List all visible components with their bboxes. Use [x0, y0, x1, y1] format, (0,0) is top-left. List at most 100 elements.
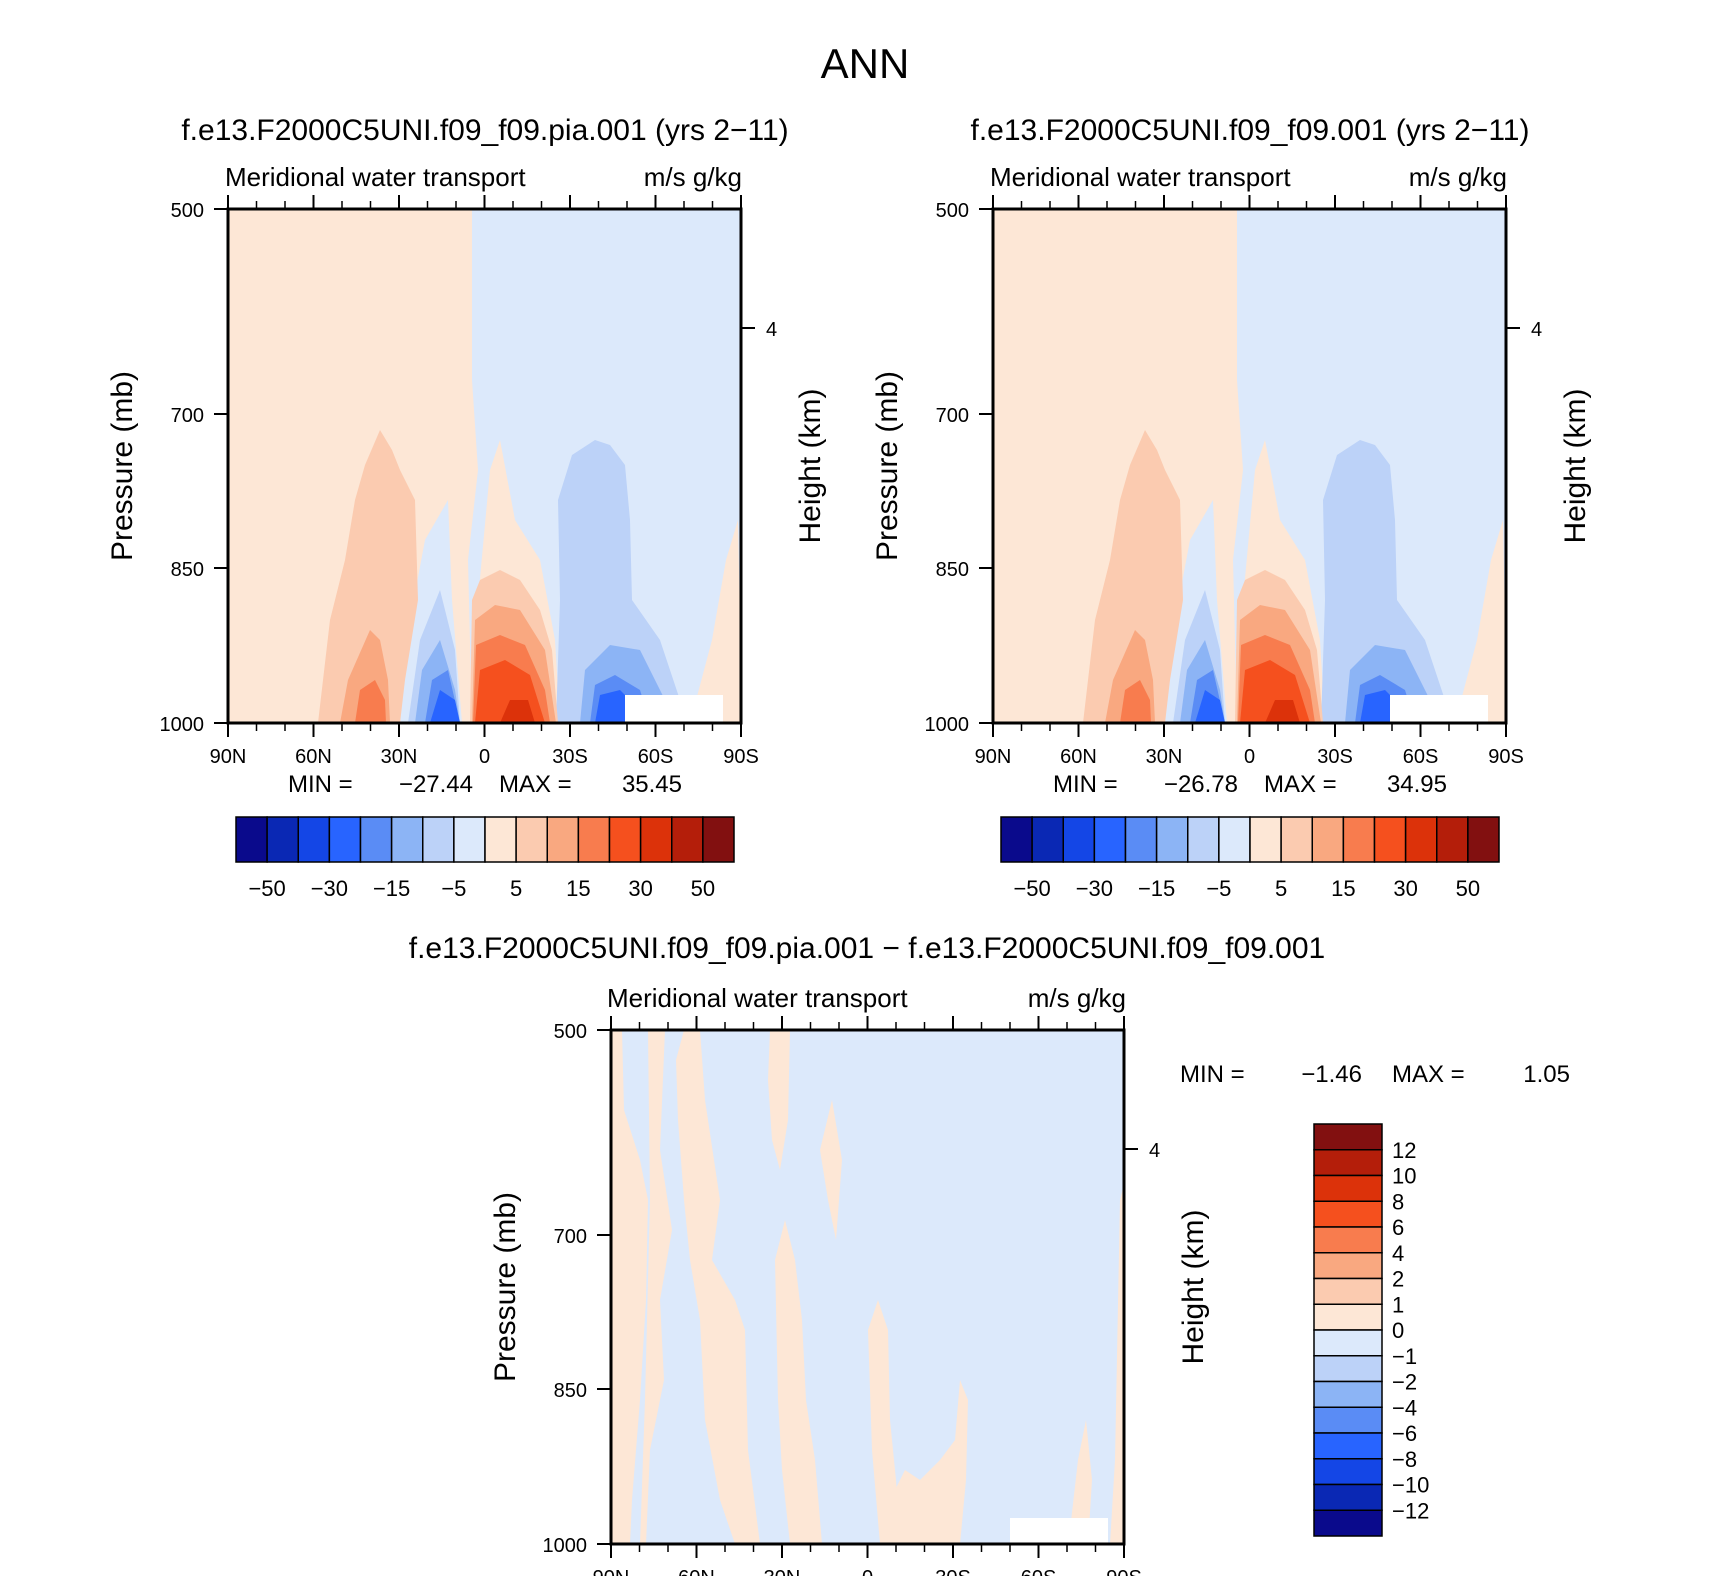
colorbar-label: 1 [1392, 1292, 1404, 1317]
contour-field [228, 209, 741, 723]
colorbar-swatch [515, 816, 548, 863]
contour-fill-positive [895, 1380, 968, 1544]
panel-top-left: f.e13.F2000C5UNI.f09_f09.pia.001 (yrs 2−… [106, 114, 827, 901]
colorbar-label: 0 [1392, 1318, 1404, 1343]
x-minor-ticks [255, 201, 714, 731]
colorbar-swatch [1313, 1277, 1383, 1305]
contour-fill-positive [868, 1300, 900, 1544]
colorbar-swatch [1313, 1252, 1383, 1280]
colorbar-swatch [1000, 816, 1033, 863]
max-value: 35.45 [622, 771, 682, 798]
y-right-axis-label: Height (km) [794, 388, 827, 543]
contour-fill-positive [1070, 1420, 1092, 1544]
contour-fill-positive [611, 1030, 648, 1544]
x-tick-label: 30N [1146, 746, 1183, 768]
colorbar-swatch [422, 816, 455, 863]
x-tick-label: 90S [723, 746, 759, 768]
y-tick-label: 700 [554, 1226, 587, 1248]
contour-fill-positive [676, 1030, 760, 1544]
min-value: −27.44 [399, 771, 473, 798]
contour-fill-positive [775, 1220, 822, 1544]
colorbar-label: 5 [510, 876, 522, 901]
colorbar-label: −6 [1392, 1421, 1417, 1446]
y-tick-label: 850 [936, 559, 969, 581]
colorbar-label: −10 [1392, 1473, 1429, 1498]
x-tick-label: 60N [295, 746, 332, 768]
y-axis-label: Pressure (mb) [489, 1192, 522, 1382]
y-axis-label: Pressure (mb) [871, 371, 904, 561]
colorbar-label: 50 [1456, 876, 1480, 901]
panel-subtitle-left: Meridional water transport [225, 162, 526, 192]
y-tick-label: 850 [554, 1380, 587, 1402]
colorbar-swatch [1436, 816, 1469, 863]
colorbar-swatch [1313, 1380, 1383, 1408]
colorbar-swatch [484, 816, 517, 863]
min-value: −1.46 [1301, 1061, 1362, 1088]
contour-fill-positive [820, 1100, 842, 1240]
x-tick-label: 30S [935, 1567, 971, 1576]
x-tick-label: 60S [638, 746, 674, 768]
x-tick-label: 0 [1244, 746, 1255, 768]
panel-bottom-difference: f.e13.F2000C5UNI.f09_f09.pia.001 − f.e13… [409, 932, 1570, 1576]
panel-subtitle-right: m/s g/kg [1409, 162, 1507, 192]
colorbar-swatch [1313, 1123, 1383, 1151]
min-label: MIN = [1180, 1061, 1245, 1088]
colorbar: −50 −30 −15 −5 5 15 30 50 [1000, 816, 1500, 901]
contour-fill-negative [1321, 440, 1455, 723]
x-tick-label: 90N [593, 1567, 630, 1576]
y-tick-label: 1000 [160, 714, 205, 736]
x-tick-label: 60S [1021, 1567, 1057, 1576]
colorbar-swatch [328, 816, 362, 863]
colorbar-swatch [1313, 1226, 1383, 1254]
contour-fill-positive [1265, 700, 1300, 723]
contour-fill-positive [318, 430, 418, 723]
contour-fill-positive [355, 680, 386, 723]
colorbar-swatch [1093, 816, 1127, 863]
max-value: 1.05 [1523, 1061, 1570, 1088]
x-tick-label: 30N [764, 1567, 801, 1576]
x-tick-marks [992, 195, 1507, 737]
y-tick-label: 1000 [543, 1535, 588, 1557]
colorbar-swatch [1155, 816, 1189, 863]
colorbar-swatch [235, 816, 268, 863]
colorbar-label: −15 [373, 876, 410, 901]
panel-top-right: f.e13.F2000C5UNI.f09_f09.001 (yrs 2−11) … [871, 114, 1592, 901]
x-tick-label: 60N [1060, 746, 1097, 768]
colorbar-swatch [1313, 1329, 1383, 1357]
colorbar-swatch [608, 816, 642, 863]
y-right-axis-label: Height (km) [1559, 388, 1592, 543]
colorbar-swatch [1313, 1509, 1383, 1537]
colorbar-swatch [1249, 816, 1282, 863]
x-tick-label: 0 [862, 1567, 873, 1576]
colorbar-swatch [1313, 1149, 1383, 1177]
colorbar-label: −5 [441, 876, 466, 901]
colorbar-swatch [266, 816, 299, 863]
colorbar-label: 30 [1393, 876, 1417, 901]
colorbar-swatch [1313, 1355, 1383, 1383]
colorbar-swatch [1467, 816, 1500, 863]
y-right-axis-label: Height (km) [1177, 1209, 1210, 1364]
colorbar-label: −50 [1013, 876, 1050, 901]
x-tick-marks [610, 1016, 1125, 1558]
colorbar-label: −1 [1392, 1344, 1417, 1369]
colorbar-swatch [1124, 816, 1158, 863]
colorbar-swatch [1280, 816, 1313, 863]
y-right-tick-label: 4 [1531, 319, 1542, 341]
colorbar-label: 12 [1392, 1138, 1416, 1163]
colorbar-swatch [577, 816, 611, 863]
y-tick-label: 500 [171, 200, 204, 222]
contour-fill-positive [1083, 430, 1183, 723]
y-tick-label: 700 [936, 405, 969, 427]
colorbar-label: −15 [1138, 876, 1175, 901]
colorbar-swatch [1404, 816, 1438, 863]
missing-data [1010, 1518, 1108, 1544]
contour-fill-positive [1455, 520, 1506, 723]
min-value: −26.78 [1164, 771, 1238, 798]
colorbar-swatch [671, 816, 704, 863]
colorbar-label: −50 [248, 876, 285, 901]
x-tick-label: 60N [678, 1567, 715, 1576]
x-tick-label: 30N [381, 746, 418, 768]
colorbar-swatch [1313, 1303, 1383, 1331]
y-right-tick-label: 4 [1149, 1140, 1160, 1162]
